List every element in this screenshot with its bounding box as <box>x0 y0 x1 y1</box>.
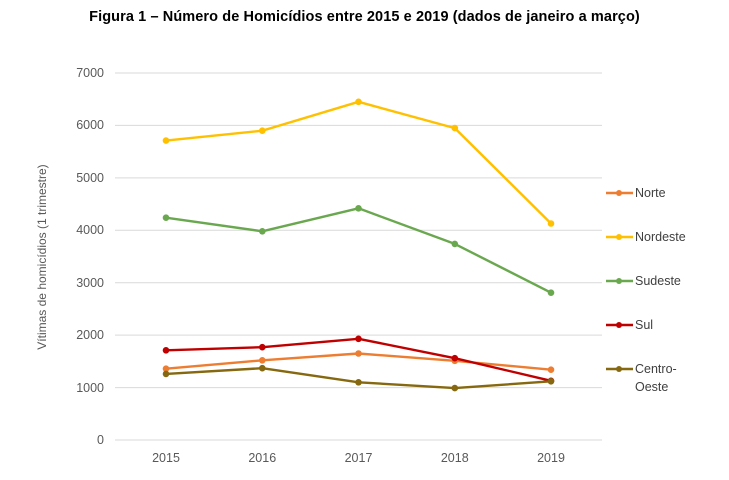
series-marker-sudeste-2017 <box>355 205 362 212</box>
series-line-sul <box>165 337 552 382</box>
series-marker-centro-oeste-2015 <box>162 370 170 378</box>
legend-item-sul: Sul <box>606 316 707 334</box>
legend-marker-sul <box>606 322 633 328</box>
series-marker-centro-oeste-2016 <box>259 364 266 372</box>
legend-marker-nordeste <box>606 234 633 240</box>
y-tick-label-3000: 3000 <box>76 275 104 290</box>
series-marker-norte-2015 <box>162 365 170 373</box>
x-tick-label-2019: 2019 <box>537 451 565 465</box>
series-marker-sudeste-2016 <box>259 228 266 235</box>
y-tick-label-2000: 2000 <box>76 328 104 343</box>
legend-label-nordeste: Nordeste <box>635 230 686 244</box>
series-marker-sul-2017 <box>355 335 362 343</box>
series-marker-nordeste-2019 <box>547 220 555 227</box>
y-tick-label-6000: 6000 <box>76 118 104 133</box>
y-tick-label-7000: 7000 <box>76 66 104 80</box>
legend-item-nordeste: Nordeste <box>606 228 707 246</box>
series-marker-centro-oeste-2018 <box>451 384 459 392</box>
figure-title: Figura 1 – Número de Homicídios entre 20… <box>89 9 640 25</box>
series-marker-nordeste-2016 <box>259 127 266 134</box>
legend-dot-sudeste <box>616 278 622 284</box>
y-tick-label-0: 0 <box>97 433 104 447</box>
legend-marker-centro-oeste <box>606 366 633 372</box>
series-marker-sudeste-2019 <box>547 289 555 297</box>
legend-label-centro-oeste: Centro-Oeste <box>635 362 677 394</box>
x-tick-label-2016: 2016 <box>248 451 277 465</box>
x-tick-label-2017: 2017 <box>344 451 373 465</box>
x-tick-label-2015: 2015 <box>152 451 180 465</box>
y-tick-label-1000: 1000 <box>76 380 104 395</box>
series-marker-sudeste-2015 <box>162 214 170 221</box>
series-marker-centro-oeste-2017 <box>355 379 362 386</box>
series-marker-sudeste-2018 <box>451 240 459 248</box>
series-marker-norte-2016 <box>259 357 266 364</box>
legend-marker-sudeste <box>606 278 633 284</box>
series-marker-sul-2015 <box>162 347 170 354</box>
legend-item-centro-oeste: Centro-Oeste <box>606 360 707 396</box>
legend: Norte Nordeste Sudeste Sul Centro-Oeste <box>606 184 707 422</box>
series-marker-norte-2019 <box>547 366 555 374</box>
legend-dot-sul <box>616 322 622 328</box>
legend-item-sudeste: Sudeste <box>606 272 707 290</box>
series-marker-norte-2017 <box>355 350 362 357</box>
y-tick-label-4000: 4000 <box>76 223 104 238</box>
series-marker-nordeste-2018 <box>451 124 459 132</box>
series-marker-sul-2016 <box>259 343 266 351</box>
legend-dot-nordeste <box>616 234 622 240</box>
legend-label-sul: Sul <box>635 318 654 332</box>
legend-item-norte: Norte <box>606 184 707 202</box>
legend-label-norte: Norte <box>635 186 666 200</box>
x-tick-label-2018: 2018 <box>440 451 469 465</box>
y-axis-title: Vítimas de homicídios (1 trimestre) <box>35 164 49 350</box>
y-tick-label-5000: 5000 <box>76 170 104 185</box>
legend-label-sudeste: Sudeste <box>635 274 681 288</box>
legend-marker-norte <box>606 190 633 196</box>
legend-dot-norte <box>616 190 622 196</box>
series-marker-nordeste-2017 <box>355 98 362 106</box>
series-marker-centro-oeste-2019 <box>547 378 555 385</box>
series-line-sudeste <box>165 207 552 294</box>
legend-dot-centro-oeste <box>616 366 622 372</box>
series-marker-sul-2018 <box>451 354 459 362</box>
series-marker-nordeste-2015 <box>162 137 170 144</box>
